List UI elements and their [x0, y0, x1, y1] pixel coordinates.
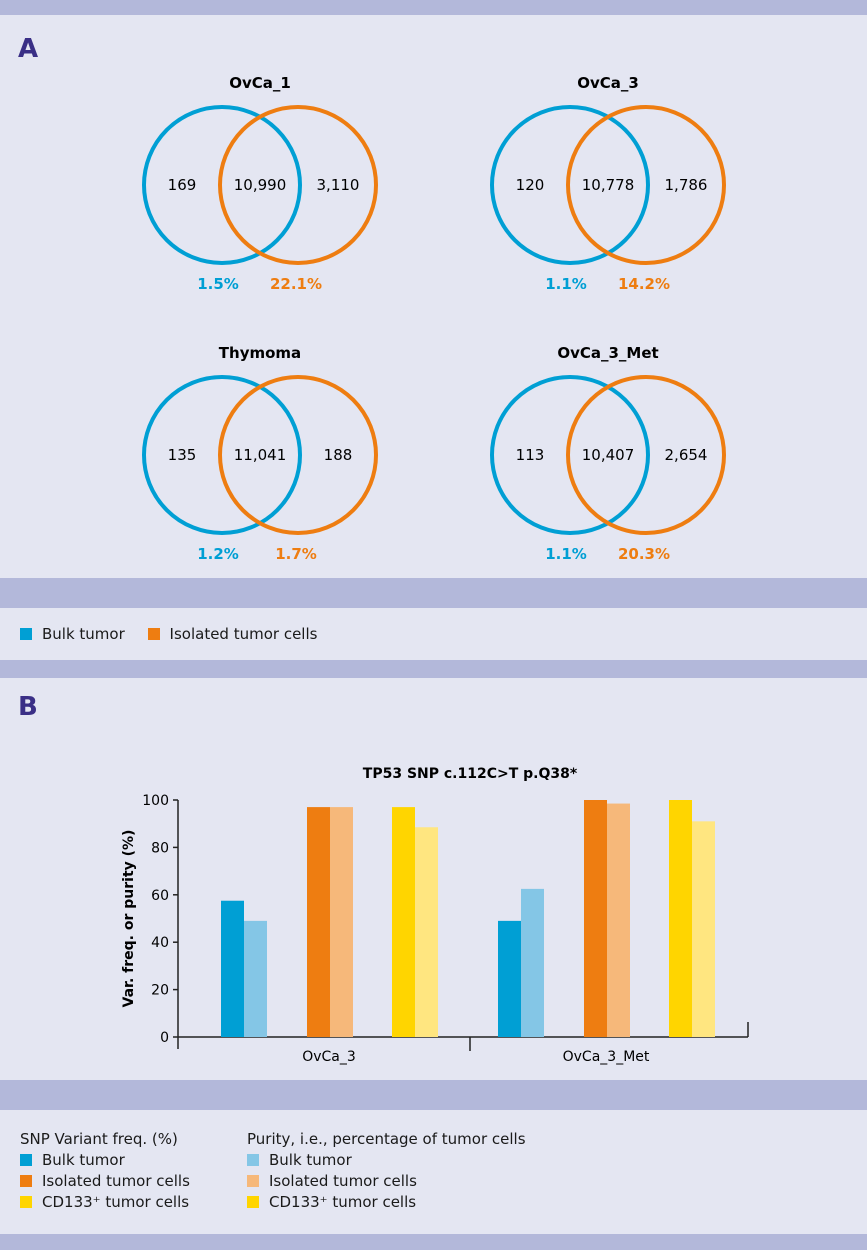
y-tick-label: 100 — [142, 793, 169, 809]
bar — [584, 800, 607, 1037]
panel-b-label: B — [18, 692, 38, 722]
venn-circle-bulk — [490, 105, 650, 265]
venn-right-count: 1,786 — [665, 176, 708, 194]
venn-title: OvCa_1 — [229, 74, 291, 92]
legend-label: Bulk tumor — [42, 625, 125, 643]
bar — [415, 827, 438, 1037]
bar — [392, 807, 415, 1037]
venn-circle-bulk — [142, 105, 302, 265]
bar-legend-purity: Purity, i.e., percentage of tumor cells … — [247, 1130, 526, 1214]
venn-circle-bulk — [142, 375, 302, 535]
venn-circle-bulk — [490, 375, 650, 535]
legend-title: Purity, i.e., percentage of tumor cells — [247, 1130, 526, 1148]
legend-item: Bulk tumor — [247, 1151, 526, 1172]
bar — [669, 800, 692, 1037]
band — [0, 1080, 867, 1110]
venn-left-count: 135 — [168, 446, 197, 464]
band — [0, 660, 867, 678]
bar — [607, 803, 630, 1037]
venn-right-pct: 1.7% — [275, 545, 317, 563]
bar — [221, 900, 244, 1037]
venn-left-pct: 1.5% — [197, 275, 239, 293]
bar — [692, 821, 715, 1037]
venn-left-count: 113 — [516, 446, 545, 464]
x-tick-label: OvCa_3 — [302, 1049, 356, 1065]
y-tick-label: 20 — [151, 983, 169, 999]
y-tick-label: 40 — [151, 935, 169, 951]
venn-overlap-count: 10,990 — [234, 176, 287, 194]
venn-circle-isolated — [566, 105, 726, 265]
venn-circle-isolated — [218, 105, 378, 265]
venn-right-count: 3,110 — [317, 176, 360, 194]
legend-item: CD133⁺ tumor cells — [247, 1193, 526, 1214]
y-tick-label: 80 — [151, 840, 169, 856]
legend-item: CD133⁺ tumor cells — [20, 1193, 190, 1214]
venn-right-pct: 14.2% — [618, 275, 670, 293]
venn-overlap-count: 11,041 — [234, 446, 287, 464]
y-axis-label: Var. freq. or purity (%) — [121, 830, 137, 1008]
venn-right-count: 2,654 — [665, 446, 708, 464]
band-top — [0, 0, 867, 15]
band-bottom — [0, 1234, 867, 1250]
venn-left-pct: 1.1% — [545, 275, 587, 293]
bar — [307, 807, 330, 1037]
y-tick-label: 60 — [151, 888, 169, 904]
x-tick-label: OvCa_3_Met — [563, 1049, 650, 1065]
bar — [244, 920, 267, 1037]
venn-overlap-count: 10,778 — [582, 176, 635, 194]
venn-title: OvCa_3_Met — [557, 344, 658, 362]
legend-swatch — [147, 628, 160, 640]
bar — [498, 920, 521, 1037]
legend-item: Bulk tumor — [20, 1151, 190, 1172]
bar — [521, 888, 544, 1037]
venn-left-count: 169 — [168, 176, 197, 194]
panel-a-label: A — [18, 34, 39, 64]
venn-right-pct: 20.3% — [618, 545, 670, 563]
venn-circle-isolated — [218, 375, 378, 535]
venn-right-pct: 22.1% — [270, 275, 322, 293]
venn-title: Thymoma — [219, 344, 301, 362]
legend-item: Isolated tumor cells — [20, 1172, 190, 1193]
legend-title: SNP Variant freq. (%) — [20, 1130, 178, 1148]
venn-left-count: 120 — [516, 176, 545, 194]
bar-legend-snp: SNP Variant freq. (%) Bulk tumor Isolate… — [20, 1130, 190, 1214]
venn-left-pct: 1.1% — [545, 545, 587, 563]
legend-label: Isolated tumor cells — [169, 625, 318, 643]
legend-item: Isolated tumor cells — [247, 1172, 526, 1193]
venn-circle-isolated — [566, 375, 726, 535]
venn-legend: Bulk tumor Isolated tumor cells — [20, 625, 317, 643]
venn-title: OvCa_3 — [577, 74, 639, 92]
band — [0, 578, 867, 608]
venn-right-count: 188 — [324, 446, 353, 464]
legend-swatch — [20, 628, 32, 640]
y-tick-label: 0 — [160, 1030, 169, 1046]
venn-overlap-count: 10,407 — [582, 446, 635, 464]
venn-left-pct: 1.2% — [197, 545, 239, 563]
chart-title: TP53 SNP c.112C>T p.Q38* — [363, 766, 578, 782]
bar — [330, 807, 353, 1037]
